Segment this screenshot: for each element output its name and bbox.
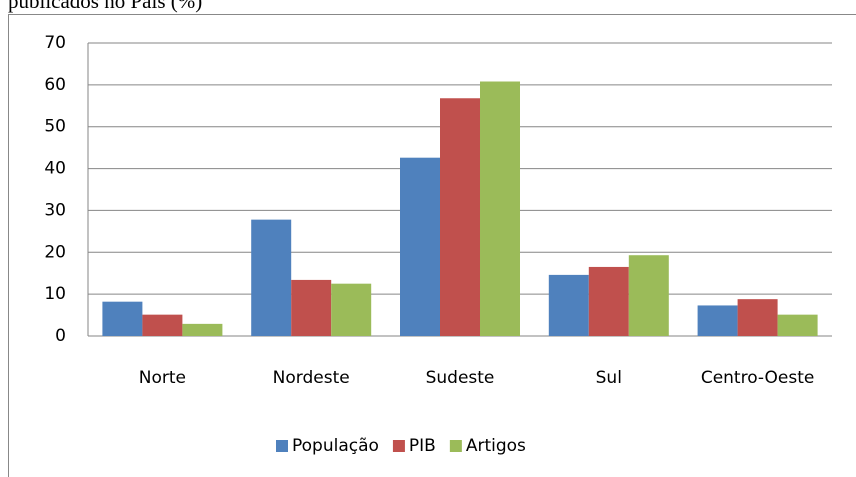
x-tick-label: Sul [596, 368, 622, 388]
legend-swatch [276, 440, 288, 452]
x-tick-label: Nordeste [273, 368, 350, 388]
y-tick-label: 20 [44, 242, 66, 262]
legend-label: População [292, 436, 379, 456]
legend-swatch [392, 440, 405, 452]
y-tick-label: 10 [44, 284, 66, 304]
legend-swatch [449, 440, 462, 452]
y-tick-label: 0 [55, 326, 66, 346]
bar [182, 323, 223, 336]
bar [251, 219, 292, 336]
bar [440, 98, 480, 336]
title-band [0, 0, 856, 14]
bar [588, 266, 629, 336]
legend-label: PIB [409, 436, 436, 456]
bar [548, 274, 589, 336]
y-tick-label: 70 [44, 33, 66, 53]
y-tick-label: 50 [44, 117, 66, 137]
bar [697, 305, 738, 336]
x-tick-label: Centro-Oeste [701, 368, 815, 388]
bar [737, 299, 778, 336]
chart-title: publicados no País (%) [8, 0, 202, 13]
x-tick-label: Sudeste [426, 368, 495, 388]
bar [291, 279, 332, 336]
y-tick-label: 40 [44, 159, 66, 179]
bar [142, 314, 183, 336]
y-tick-label: 30 [44, 200, 66, 220]
bar [331, 283, 372, 336]
bar [777, 314, 818, 336]
bar [102, 301, 143, 336]
legend-label: Artigos [466, 436, 526, 456]
bar [480, 81, 520, 336]
bar [628, 255, 669, 336]
y-tick-label: 60 [44, 75, 66, 95]
x-tick-label: Norte [139, 368, 186, 388]
bar [400, 157, 440, 336]
